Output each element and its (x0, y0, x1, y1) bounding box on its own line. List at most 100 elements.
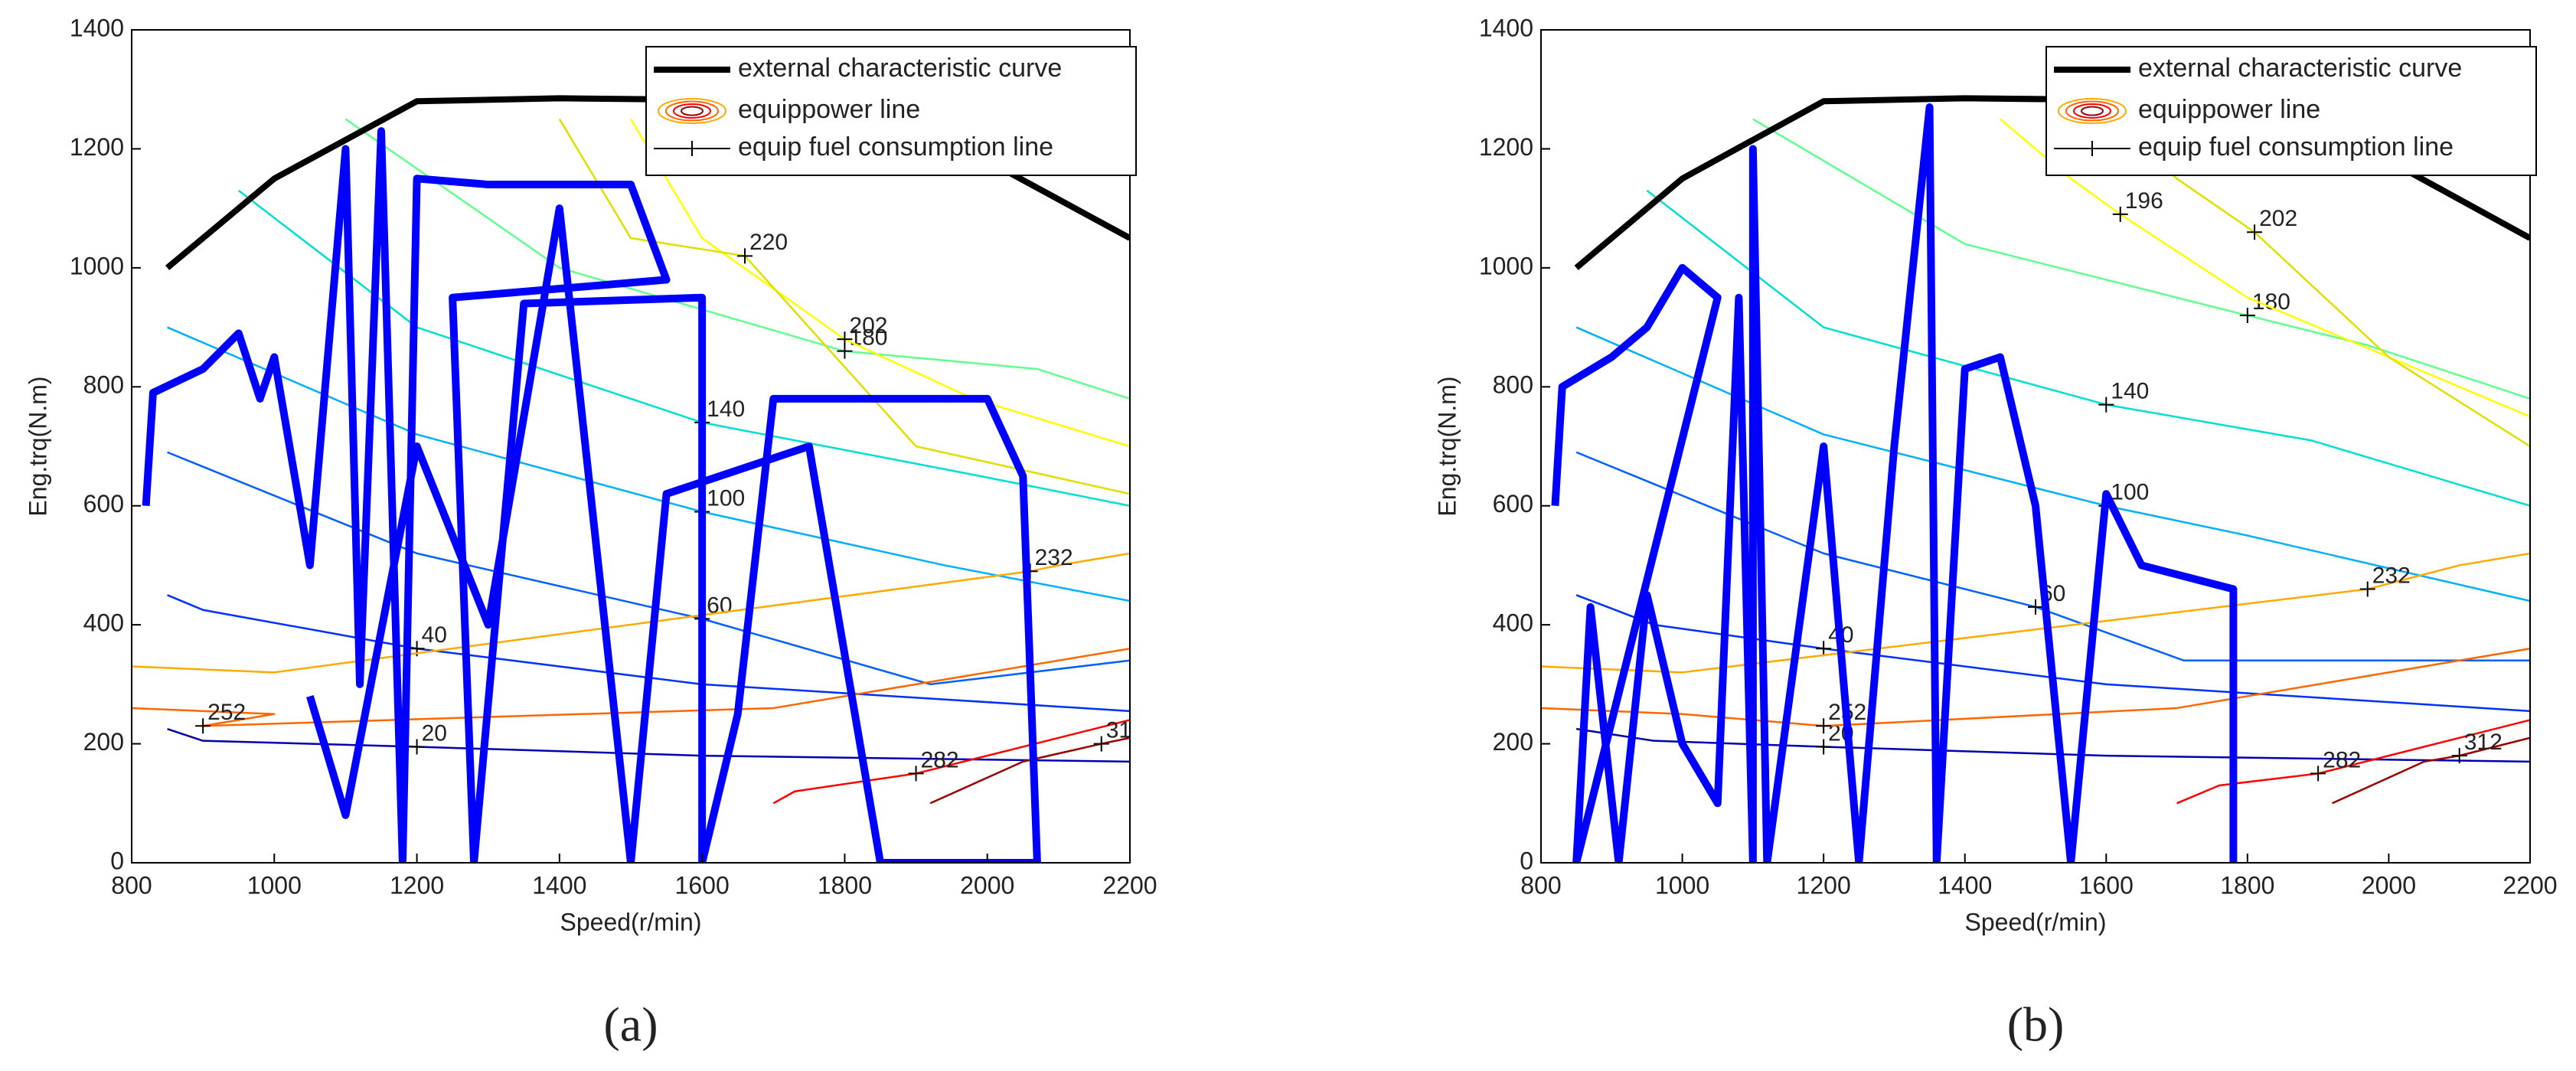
y-tick-label: 0 (1520, 847, 1533, 874)
legend-swatch (673, 103, 711, 119)
contour-label: 232 (2372, 563, 2411, 588)
contour-label: 100 (707, 485, 745, 511)
contour-label: 282 (921, 747, 959, 772)
y-tick-label: 400 (1493, 609, 1533, 637)
plus-marker (409, 739, 425, 755)
plus-marker (2239, 308, 2255, 324)
legend: external characteristic curve equippower … (645, 46, 1137, 176)
x-tick-label: 1400 (1938, 871, 1992, 899)
plus-marker (837, 331, 853, 348)
caption: (a) (603, 998, 658, 1052)
contour-line (1575, 451, 2530, 662)
contour-line (1575, 326, 2530, 602)
legend-label: external characteristic curve (738, 54, 1062, 83)
y-tick-label: 0 (110, 847, 124, 874)
legend-label: equippower line (2138, 95, 2320, 124)
y-tick-label: 800 (83, 371, 124, 399)
contour-label: 282 (2323, 747, 2361, 772)
legend-swatch (658, 98, 726, 124)
plus-marker (1816, 718, 1832, 734)
y-tick-label: 400 (83, 609, 124, 637)
contour-label: 232 (1035, 545, 1073, 570)
contour-line (1646, 189, 2530, 507)
contour-label: 100 (2111, 480, 2149, 505)
x-tick-label: 1400 (532, 871, 586, 899)
plus-marker (1093, 736, 1109, 752)
y-tick-label: 600 (83, 490, 124, 518)
x-tick-label: 1800 (2220, 871, 2274, 899)
y-axis-label: Eng.trq(N.m) (1433, 376, 1461, 516)
contour-line (2332, 736, 2530, 805)
contour-label: 220 (749, 230, 788, 255)
plus-marker (737, 248, 753, 264)
plus-marker (2310, 766, 2326, 782)
contour-line (929, 736, 1130, 805)
contour-label: 202 (2259, 206, 2297, 231)
y-tick-label: 1200 (1479, 133, 1533, 161)
plus-marker (2028, 599, 2043, 615)
legend-label: equippower line (738, 95, 920, 124)
x-tick-label: 2000 (960, 871, 1014, 899)
y-tick-label: 1000 (70, 252, 124, 279)
legend-swatch (2065, 100, 2119, 122)
contour-label: 140 (2111, 379, 2149, 404)
y-tick-label: 1400 (70, 14, 124, 41)
y-tick-label: 200 (1493, 728, 1533, 756)
contour-label: 196 (2125, 188, 2163, 214)
x-tick-label: 1200 (1797, 871, 1851, 899)
contour-label: 40 (422, 622, 447, 648)
contour-label: 202 (849, 313, 887, 338)
plus-marker (908, 766, 924, 782)
x-tick-label: 800 (111, 871, 152, 899)
legend: external characteristic curve equippower … (2045, 46, 2537, 176)
legend-swatch (2081, 106, 2104, 116)
legend-swatch (2073, 103, 2111, 119)
x-axis-label: Speed(r/min) (1965, 908, 2107, 935)
x-tick-label: 800 (1520, 871, 1561, 899)
x-tick-label: 2200 (1102, 871, 1157, 899)
legend-swatch (681, 106, 704, 116)
y-tick-label: 1200 (70, 133, 124, 161)
y-tick-label: 200 (83, 728, 124, 756)
contour-label: 312 (2464, 730, 2503, 755)
x-tick-label: 1200 (390, 871, 444, 899)
contour-label: 140 (707, 397, 745, 422)
y-tick-label: 600 (1493, 490, 1533, 518)
plus-marker (2359, 581, 2375, 597)
x-tick-label: 2200 (2503, 871, 2557, 899)
legend-swatch (2058, 98, 2127, 124)
legend-swatch (665, 100, 719, 122)
x-tick-label: 1800 (818, 871, 872, 899)
y-axis-label: Eng.trq(N.m) (24, 376, 51, 516)
plus-marker (1816, 641, 1832, 657)
caption: (b) (2007, 998, 2065, 1052)
contour-label: 20 (422, 720, 447, 746)
plus-marker (195, 718, 211, 734)
y-tick-label: 1400 (1479, 14, 1533, 41)
y-tick-label: 1000 (1479, 252, 1533, 279)
trajectory (142, 127, 1041, 863)
plot-frame (131, 29, 1131, 864)
plus-marker (2451, 748, 2467, 764)
legend-label: equip fuel consumption line (2138, 132, 2454, 162)
y-tick-label: 800 (1493, 371, 1533, 399)
x-tick-label: 1600 (2079, 871, 2134, 899)
plus-marker (2098, 397, 2114, 413)
plus-marker (1816, 739, 1832, 755)
contour-label: 252 (207, 700, 246, 725)
contour-label: 180 (849, 325, 887, 351)
x-axis-label: Speed(r/min) (560, 908, 702, 935)
contour-label: 312 (1106, 717, 1144, 743)
legend-label: equip fuel consumption line (738, 132, 1053, 162)
contour-line (132, 647, 1130, 727)
trajectory (1551, 103, 2238, 863)
x-tick-label: 1600 (675, 871, 730, 899)
plus-marker (2085, 141, 2100, 156)
plot-frame (1540, 29, 2531, 864)
x-tick-label: 2000 (2362, 871, 2416, 899)
x-tick-label: 1000 (1655, 871, 1709, 899)
